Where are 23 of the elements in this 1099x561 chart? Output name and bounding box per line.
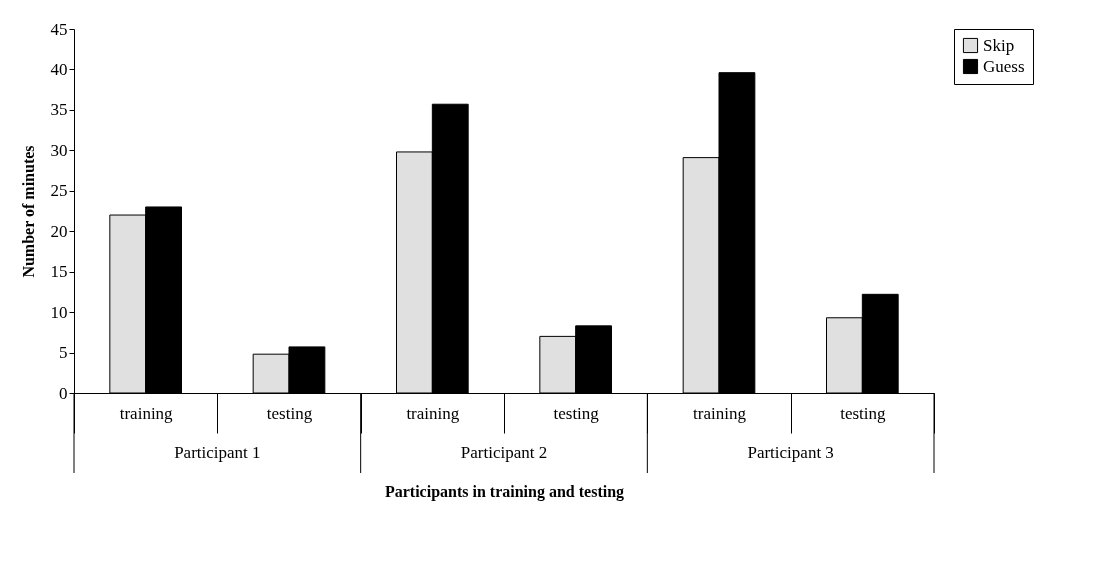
y-axis-title: Number of minutes — [19, 145, 37, 278]
y-tick-label: 15 — [50, 262, 68, 282]
y-tick-label: 45 — [50, 19, 68, 39]
y-tick-label: 30 — [50, 140, 68, 160]
text: Participant 3 — [747, 443, 834, 462]
y-tick-label: 25 — [50, 181, 68, 201]
text: Participant 1 — [174, 443, 261, 462]
y-tick-label: 5 — [59, 343, 68, 363]
text: Participant 2 — [460, 443, 548, 462]
x-tick-label: testing — [840, 403, 886, 423]
y-tick-label: 10 — [50, 302, 68, 322]
legend-label: Skip — [983, 35, 1015, 55]
y-tick-label: 0 — [59, 383, 68, 403]
y-tick-label: 20 — [50, 221, 68, 241]
y-tick-label: 35 — [50, 100, 68, 120]
x-tick-label: testing — [266, 403, 313, 423]
legend-label: Guess — [983, 56, 1025, 76]
y-tick-label: 40 — [50, 59, 68, 79]
x-tick-label: training — [406, 403, 460, 423]
x-tick-label: training — [693, 403, 747, 423]
x-axis-title: Participants in training and testing — [384, 483, 625, 501]
x-tick-label: training — [119, 403, 174, 423]
x-tick-label: testing — [553, 403, 600, 423]
